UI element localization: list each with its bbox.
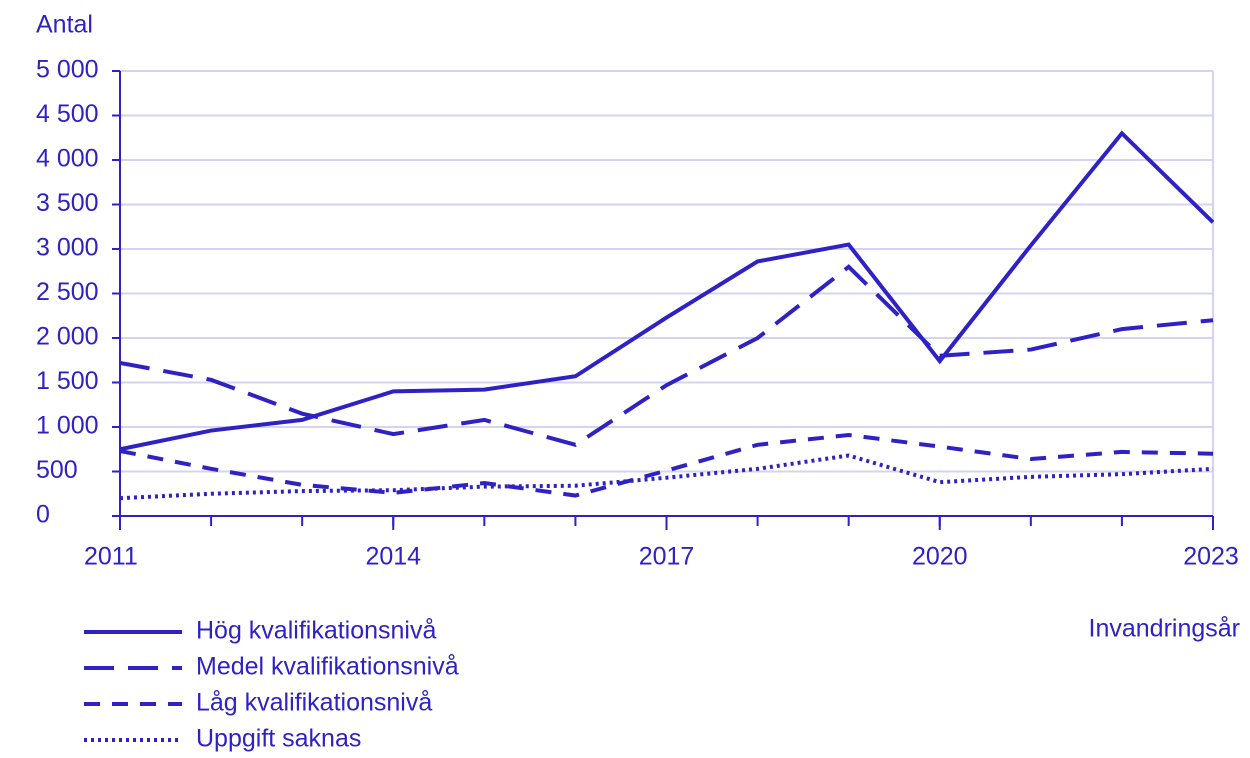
y-tick-label: 0 (36, 501, 50, 529)
legend-label: Medel kvalifikationsnivå (196, 653, 459, 681)
y-tick-label: 5 000 (36, 56, 99, 84)
y-tick-label: 1 500 (36, 367, 99, 395)
x-tick-label: 2020 (912, 543, 968, 571)
x-tick-label: 2011 (84, 543, 138, 571)
y-tick-label: 2 000 (36, 323, 99, 351)
series-line (119, 453, 1214, 501)
y-tick-label: 3 000 (36, 234, 99, 262)
series-line (119, 432, 1214, 498)
y-tick-label: 500 (36, 456, 78, 484)
x-tick-label: 2014 (365, 543, 421, 571)
legend-label: Hög kvalifikationsnivå (196, 617, 436, 645)
x-axis-label: Invandringsår (1089, 615, 1240, 643)
y-tick-label: 4 500 (36, 100, 99, 128)
series-line (119, 264, 1214, 447)
legend-label: Låg kvalifikationsnivå (196, 689, 432, 717)
series-line (119, 130, 1215, 452)
x-tick-label: 2017 (639, 543, 695, 571)
legend-label: Uppgift saknas (196, 725, 361, 753)
y-tick-label: 2 500 (36, 278, 99, 306)
x-tick-label: 2023 (1183, 543, 1239, 571)
y-tick-label: 4 000 (36, 145, 99, 173)
y-tick-label: 3 500 (36, 189, 99, 217)
y-tick-label: 1 000 (36, 412, 99, 440)
y-axis-label: Antal (36, 11, 93, 39)
